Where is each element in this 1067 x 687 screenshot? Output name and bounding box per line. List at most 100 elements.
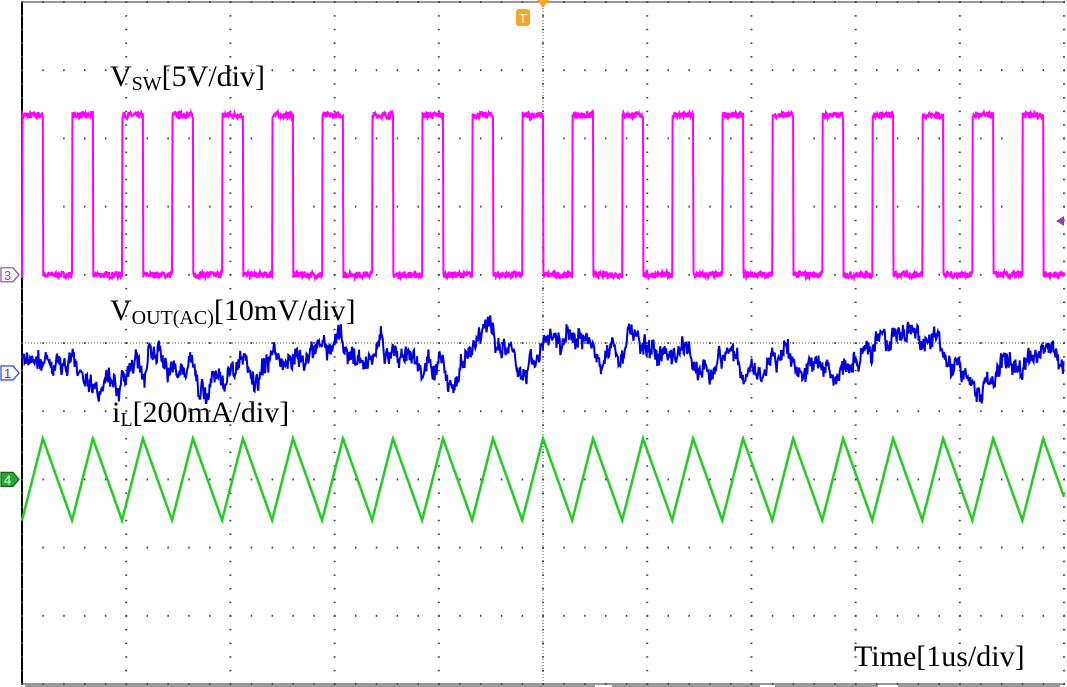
grid-dot <box>854 287 857 290</box>
grid-dot <box>667 683 670 685</box>
grid-dot <box>980 69 982 72</box>
grid-dot <box>229 465 232 467</box>
grid-dot <box>646 205 649 208</box>
grid-dot <box>21 656 23 658</box>
grid-dot <box>334 1 336 3</box>
trigger-badge-label: T <box>519 11 527 26</box>
grid-dot <box>750 397 753 399</box>
grid-dot <box>1063 574 1065 576</box>
grid-dot <box>854 260 857 263</box>
grid-dot <box>646 410 649 413</box>
grid-dot <box>688 1 690 3</box>
grid-dot <box>125 546 128 549</box>
grid-dot <box>250 478 253 481</box>
grid-dot <box>209 478 211 481</box>
grid-dot <box>21 451 23 454</box>
grid-dot <box>21 574 23 576</box>
grid-dot <box>730 137 732 140</box>
grid-dot <box>750 110 753 113</box>
grid-dot <box>542 424 544 426</box>
grid-dot <box>63 342 65 344</box>
grid-dot <box>375 683 378 685</box>
grid-dot <box>167 342 169 344</box>
grid-dot <box>42 546 44 549</box>
grid-dot <box>292 478 294 481</box>
grid-dot <box>625 69 628 72</box>
grid-dot <box>834 683 836 685</box>
grid-dot <box>1063 465 1065 467</box>
grid-dot <box>21 328 23 331</box>
grid-dot <box>167 205 169 208</box>
grid-dot <box>479 69 482 72</box>
grid-dot <box>1000 342 1003 344</box>
grid-dot <box>917 137 920 140</box>
grid-dot <box>625 1 628 3</box>
grid-dot <box>938 273 940 276</box>
channel-marker-shape <box>0 267 20 283</box>
grid-dot <box>250 137 253 140</box>
grid-dot <box>855 410 857 413</box>
grid-dot <box>250 546 253 549</box>
grid-dot <box>646 192 649 194</box>
grid-dot <box>771 410 774 413</box>
grid-dot <box>333 519 336 522</box>
grid-dot <box>479 478 482 481</box>
grid-dot <box>437 588 440 590</box>
grid-dot <box>854 124 857 126</box>
grid-dot <box>854 151 857 154</box>
grid-dot <box>271 683 274 685</box>
grid-dot <box>375 410 378 413</box>
grid-dot <box>417 69 419 72</box>
grid-dot <box>1063 383 1065 385</box>
channel-marker-label: 3 <box>4 268 11 283</box>
grid-dot <box>333 328 336 331</box>
vout-waveform <box>21 315 1065 404</box>
grid-dot <box>229 356 232 358</box>
grid-dot <box>229 178 232 181</box>
grid-dot <box>750 546 753 549</box>
grid-dot <box>292 1 294 3</box>
grid-dot <box>1063 614 1065 617</box>
grid-dot <box>958 588 961 590</box>
grid-dot <box>938 410 940 413</box>
grid-dot <box>1063 287 1065 290</box>
grid-dot <box>84 614 86 617</box>
grid-dot <box>709 410 711 413</box>
grid-dot <box>855 546 857 549</box>
grid-dot <box>1063 410 1065 413</box>
grid-dot <box>250 1 253 3</box>
grid-dot <box>146 137 149 140</box>
grid-dot <box>63 205 65 208</box>
grid-dot <box>917 1 920 3</box>
grid-dot <box>271 410 274 413</box>
grid-dot <box>854 519 857 522</box>
grid-dot <box>750 219 753 222</box>
grid-dot <box>855 205 857 208</box>
grid-dot <box>1042 1 1045 3</box>
grid-dot <box>980 137 982 140</box>
grid-dot <box>21 369 23 372</box>
grid-dot <box>750 560 753 563</box>
grid-dot <box>958 642 961 645</box>
grid-dot <box>750 369 753 372</box>
grid-dot <box>563 546 565 549</box>
grid-dot <box>167 410 169 413</box>
grid-dot <box>63 546 65 549</box>
grid-dot <box>459 342 461 344</box>
grid-dot <box>229 28 232 31</box>
grid-dot <box>750 233 753 235</box>
grid-dot <box>958 574 961 576</box>
grid-dot <box>84 683 86 685</box>
grid-dot <box>1042 410 1045 413</box>
grid-dot <box>730 273 732 276</box>
grid-dot <box>896 137 899 140</box>
grid-dot <box>646 397 649 399</box>
grid-dot <box>813 478 815 481</box>
grid-dot <box>229 642 232 645</box>
grid-dot <box>688 683 690 685</box>
grid-dot <box>1063 165 1065 167</box>
grid-dot <box>938 137 940 140</box>
grid-dot <box>1063 28 1065 31</box>
grid-dot <box>563 478 565 481</box>
grid-dot <box>855 69 857 72</box>
